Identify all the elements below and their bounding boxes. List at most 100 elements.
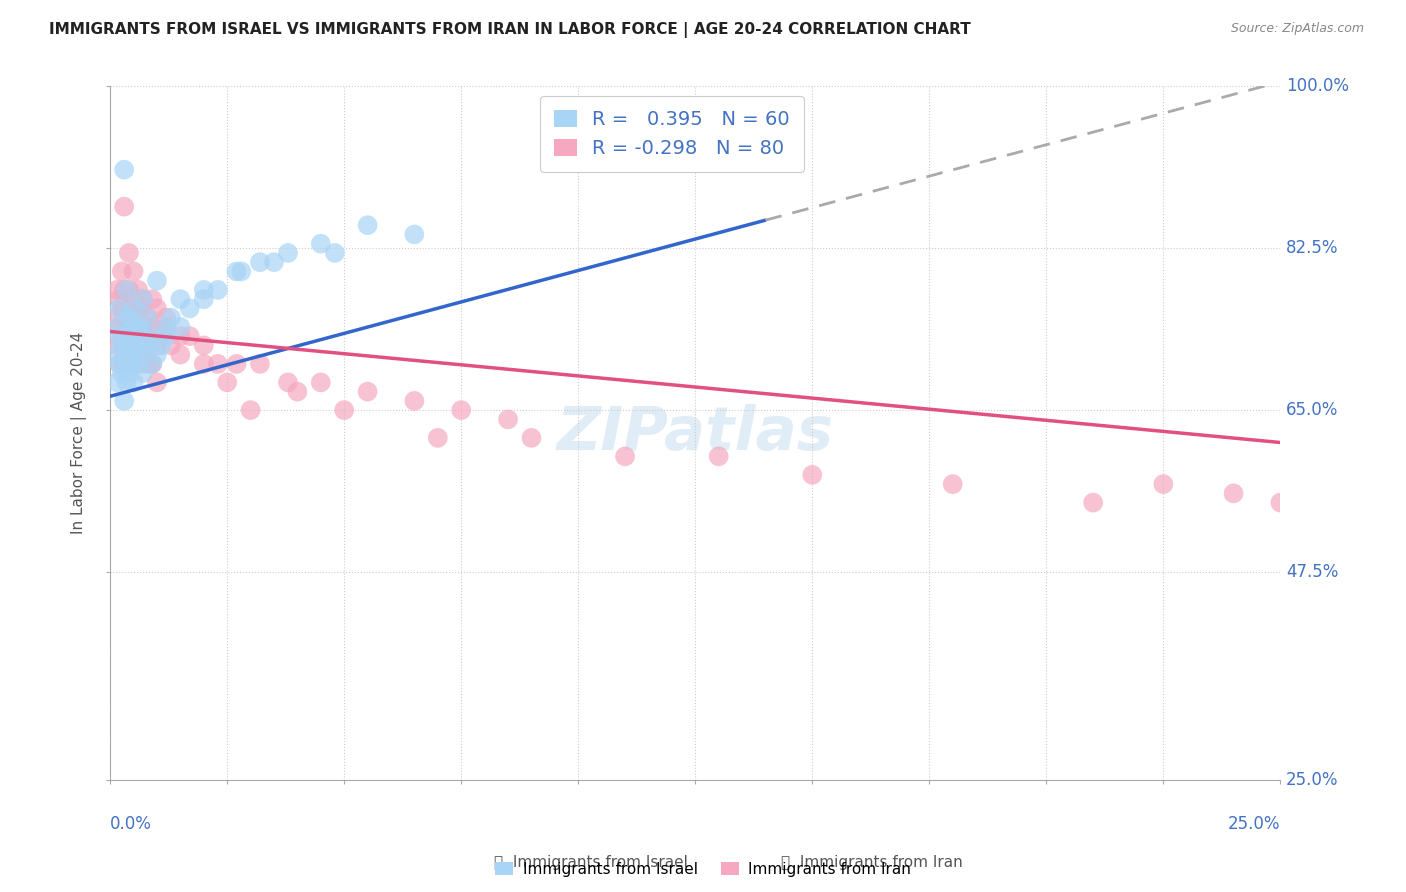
Point — [614, 450, 637, 464]
Point — [146, 348, 169, 362]
Point — [136, 319, 159, 334]
Point — [122, 292, 145, 306]
Text: 25.0%: 25.0% — [1227, 814, 1281, 833]
Point — [120, 329, 142, 343]
Text: 82.5%: 82.5% — [1286, 239, 1339, 257]
Point — [141, 319, 163, 334]
Point — [112, 357, 135, 371]
Point — [112, 329, 135, 343]
Point — [134, 329, 156, 343]
Point — [125, 329, 148, 343]
Point — [136, 310, 159, 325]
Point — [160, 310, 183, 325]
Point — [122, 301, 145, 316]
Text: 🔴  Immigrants from Iran: 🔴 Immigrants from Iran — [780, 855, 963, 870]
Point — [115, 376, 138, 390]
Point — [129, 319, 152, 334]
Point — [112, 310, 135, 325]
Point — [942, 477, 965, 491]
Point — [179, 301, 201, 316]
Point — [263, 255, 285, 269]
Point — [115, 329, 138, 343]
Point — [309, 236, 332, 251]
Text: 0.0%: 0.0% — [110, 814, 152, 833]
Point — [127, 357, 149, 371]
Point — [146, 338, 169, 352]
Point — [122, 319, 145, 334]
Point — [127, 283, 149, 297]
Point — [155, 329, 177, 343]
Point — [160, 338, 183, 352]
Point — [323, 246, 346, 260]
Point — [112, 393, 135, 408]
Point — [141, 292, 163, 306]
Point — [132, 357, 155, 371]
Point — [112, 162, 135, 177]
Legend: Immigrants from Israel, Immigrants from Iran: Immigrants from Israel, Immigrants from … — [488, 854, 918, 884]
Point — [169, 319, 191, 334]
Point — [112, 338, 135, 352]
Point — [115, 348, 138, 362]
Text: 65.0%: 65.0% — [1286, 401, 1339, 419]
Point — [169, 329, 191, 343]
Point — [333, 403, 356, 417]
Point — [1270, 495, 1292, 509]
Point — [520, 431, 543, 445]
Point — [104, 348, 127, 362]
Text: 100.0%: 100.0% — [1286, 78, 1350, 95]
Point — [105, 338, 128, 352]
Point — [118, 338, 141, 352]
Point — [277, 246, 299, 260]
Point — [139, 357, 162, 371]
Point — [136, 310, 159, 325]
Point — [111, 338, 134, 352]
Point — [155, 319, 177, 334]
Point — [155, 319, 177, 334]
Text: 🔵  Immigrants from Israel: 🔵 Immigrants from Israel — [494, 855, 688, 870]
Point — [127, 310, 149, 325]
Point — [115, 283, 138, 297]
Point — [111, 301, 134, 316]
Point — [141, 329, 163, 343]
Point — [249, 255, 271, 269]
Text: Source: ZipAtlas.com: Source: ZipAtlas.com — [1230, 22, 1364, 36]
Point — [150, 338, 173, 352]
Point — [179, 329, 201, 343]
Point — [108, 329, 131, 343]
Point — [169, 292, 191, 306]
Point — [108, 357, 131, 371]
Point — [118, 310, 141, 325]
Text: IMMIGRANTS FROM ISRAEL VS IMMIGRANTS FROM IRAN IN LABOR FORCE | AGE 20-24 CORREL: IMMIGRANTS FROM ISRAEL VS IMMIGRANTS FRO… — [49, 22, 972, 38]
Point — [1222, 486, 1244, 500]
Point — [450, 403, 472, 417]
Point — [193, 357, 215, 371]
Text: 25.0%: 25.0% — [1286, 771, 1339, 789]
Point — [193, 292, 215, 306]
Point — [309, 376, 332, 390]
Point — [225, 264, 247, 278]
Point — [132, 329, 155, 343]
Point — [127, 348, 149, 362]
Point — [122, 264, 145, 278]
Point — [801, 467, 824, 482]
Point — [404, 227, 426, 242]
Point — [122, 348, 145, 362]
Point — [105, 319, 128, 334]
Point — [217, 376, 239, 390]
Text: 47.5%: 47.5% — [1286, 563, 1339, 581]
Point — [155, 310, 177, 325]
Point — [111, 329, 134, 343]
Point — [132, 319, 155, 334]
Point — [108, 357, 131, 371]
Point — [249, 357, 271, 371]
Point — [496, 412, 519, 426]
Point — [150, 329, 173, 343]
Point — [132, 366, 155, 380]
Point — [132, 338, 155, 352]
Point — [277, 376, 299, 390]
Point — [111, 264, 134, 278]
Point — [127, 319, 149, 334]
Point — [125, 338, 148, 352]
Y-axis label: In Labor Force | Age 20-24: In Labor Force | Age 20-24 — [72, 332, 87, 534]
Point — [108, 319, 131, 334]
